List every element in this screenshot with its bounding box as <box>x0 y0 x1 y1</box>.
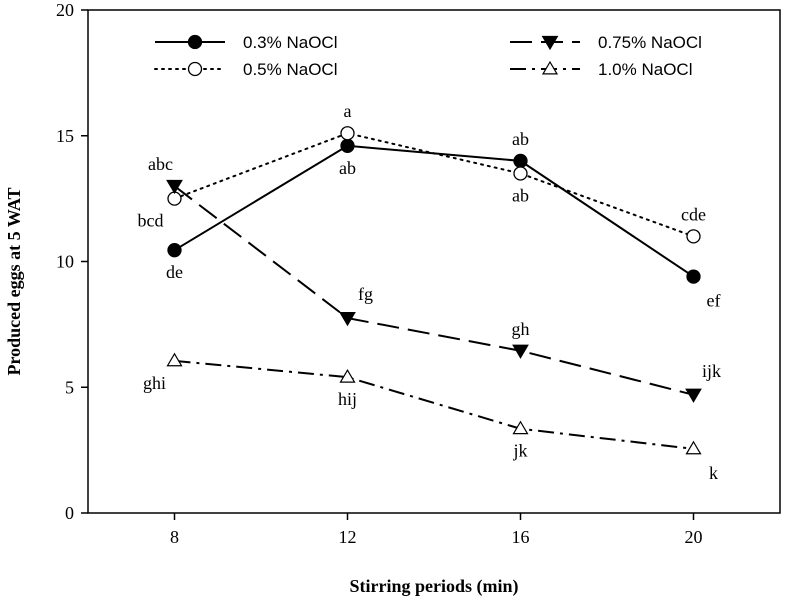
significance-label: k <box>709 463 718 483</box>
legend-label: 0.5% NaOCl <box>243 60 337 79</box>
data-point <box>512 344 529 359</box>
data-point <box>685 440 702 455</box>
y-tick-label: 0 <box>65 503 74 523</box>
series-0-5-naocl <box>167 126 701 244</box>
y-tick-label: 10 <box>56 252 74 272</box>
significance-label: ef <box>707 291 721 311</box>
significance-label: ab <box>512 185 529 205</box>
legend-entry: 0.75% NaOCl <box>510 33 702 52</box>
data-point <box>339 369 356 383</box>
legend-label: 1.0% NaOCl <box>598 60 692 79</box>
series-0-75-naocl <box>166 179 702 403</box>
legend-entry: 0.3% NaOCl <box>155 33 337 52</box>
y-tick-label: 20 <box>56 0 74 20</box>
data-point <box>685 388 702 403</box>
legend-entry: 1.0% NaOCl <box>510 60 692 79</box>
x-tick-label: 20 <box>685 527 703 547</box>
axes: 8 12 16 20 0 5 10 15 20 <box>56 0 781 547</box>
data-point <box>167 243 182 258</box>
data-point <box>686 229 701 244</box>
series-line <box>174 359 694 450</box>
series-line <box>173 185 694 396</box>
y-tick-label: 15 <box>56 126 74 146</box>
series-line <box>173 144 695 278</box>
data-point <box>340 126 355 141</box>
data-point <box>513 166 528 181</box>
significance-label: hij <box>338 389 357 409</box>
significance-label: jk <box>512 441 527 461</box>
legend-entry: 0.5% NaOCl <box>154 60 337 79</box>
series-1-0-naocl <box>166 352 702 455</box>
series-line <box>173 132 695 238</box>
data-point <box>166 352 183 367</box>
y-tick-label: 5 <box>65 377 74 397</box>
x-tick-label: 8 <box>170 527 179 547</box>
significance-label: ghi <box>143 373 166 393</box>
data-point <box>686 269 701 284</box>
significance-label: ijk <box>702 361 721 381</box>
x-tick-label: 12 <box>339 527 357 547</box>
annotations: de ab ab ef bcd a ab cde abc fg gh ijk ghi hij jk k <box>138 101 722 483</box>
data-point <box>166 179 183 195</box>
significance-label: fg <box>358 284 373 304</box>
legend-marker <box>187 34 203 50</box>
significance-label: ab <box>512 129 529 149</box>
data-point <box>340 138 355 153</box>
significance-label: a <box>344 101 352 121</box>
significance-label: abc <box>148 154 173 174</box>
significance-label: cde <box>681 204 706 224</box>
x-tick-label: 16 <box>512 527 530 547</box>
series-layer <box>166 126 702 455</box>
legend: 0.3% NaOCl 0.75% NaOCl 0.5% NaOCl 1.0% NaOC… <box>154 33 702 79</box>
legend-marker <box>541 35 559 51</box>
data-point <box>339 311 356 327</box>
legend-label: 0.3% NaOCl <box>243 33 337 52</box>
significance-label: gh <box>512 319 530 339</box>
legend-marker <box>541 60 559 75</box>
plot-frame <box>87 9 781 514</box>
y-axis-title: Produced eggs at 5 WAT <box>4 187 24 375</box>
series-0-3-naocl <box>167 138 701 284</box>
significance-label: de <box>166 262 183 282</box>
legend-label: 0.75% NaOCl <box>598 33 702 52</box>
x-axis-title: Stirring periods (min) <box>350 576 519 597</box>
significance-label: ab <box>339 158 356 178</box>
data-point <box>512 420 529 435</box>
data-point <box>513 153 528 169</box>
legend-marker <box>187 61 203 77</box>
significance-label: bcd <box>138 211 164 231</box>
